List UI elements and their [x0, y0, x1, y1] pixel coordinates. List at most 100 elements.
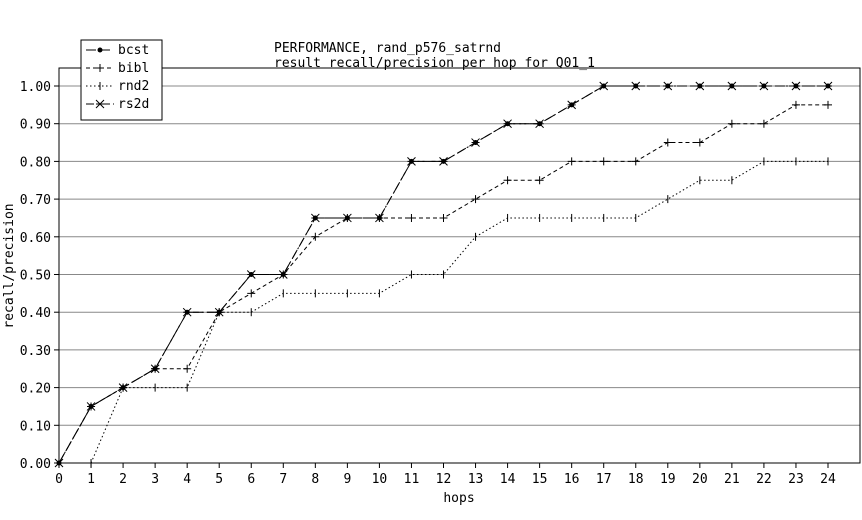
y-tick-label: 0.80 [20, 155, 51, 170]
data-point-bibl [503, 176, 512, 185]
data-point-rs2d [791, 81, 801, 91]
legend-item-bcst: bcst [86, 43, 149, 58]
x-axis-title: hops [443, 491, 474, 506]
x-tick-label: 18 [628, 472, 644, 487]
y-tick-label: 0.40 [20, 306, 51, 321]
x-tick-label: 23 [788, 472, 804, 487]
data-point-rs2d [54, 458, 64, 468]
legend-label: rs2d [118, 97, 149, 112]
x-axis-ticks: 0 1 2 3 4 5 6 7 8 9 10 11 12 13 14 15 16 17 18 19 20 21 22 23 24 [55, 463, 836, 487]
x-tick-label: 14 [500, 472, 516, 487]
data-point-rs2d [150, 364, 160, 374]
series-rs2d [54, 81, 833, 468]
data-point-rs2d [727, 81, 737, 91]
data-point-bibl [727, 119, 736, 128]
data-point-rs2d [375, 213, 384, 223]
legend-item-rs2d: rs2d [86, 97, 149, 112]
data-point-rs2d [535, 119, 544, 129]
data-point-rs2d [407, 157, 416, 166]
legend-label: bibl [118, 61, 149, 76]
x-tick-label: 11 [404, 472, 420, 487]
data-point-rs2d [439, 157, 448, 166]
data-point-rs2d [278, 270, 288, 279]
series-rnd2 [58, 157, 829, 467]
data-point-rs2d [310, 213, 320, 223]
data-point-bibl [407, 213, 416, 222]
legend-swatch-marker [96, 64, 104, 72]
series-line-bibl [58, 104, 828, 464]
data-point-bibl [599, 157, 608, 166]
y-tick-label: 0.20 [20, 382, 51, 397]
data-point-rs2d [214, 307, 224, 317]
data-point-rs2d [118, 383, 128, 392]
x-tick-label: 4 [183, 472, 191, 487]
x-tick-label: 0 [55, 472, 63, 487]
data-point-bibl [247, 289, 256, 298]
y-axis-ticks: 0.00 0.10 0.20 0.30 0.40 0.50 0.60 0.70 0.80 0.90… [20, 80, 59, 472]
y-tick-label: 0.90 [20, 118, 51, 133]
x-tick-label: 6 [247, 472, 255, 487]
x-tick-label: 22 [756, 472, 772, 487]
y-tick-label: 1.00 [20, 80, 51, 95]
x-tick-label: 12 [436, 472, 452, 487]
x-tick-label: 10 [372, 472, 388, 487]
legend: bcst bibl rnd2 rs2d [80, 39, 163, 121]
data-point-bibl [439, 213, 448, 222]
data-point-rs2d [759, 81, 769, 91]
legend-swatch-marker [95, 99, 105, 109]
data-point-rs2d [182, 307, 192, 317]
x-tick-label: 3 [151, 472, 159, 487]
x-tick-label: 15 [532, 472, 548, 487]
x-tick-label: 19 [660, 472, 676, 487]
data-point-rs2d [471, 138, 480, 147]
data-point-rs2d [695, 81, 705, 91]
x-tick-label: 8 [311, 472, 319, 487]
data-point-bibl [791, 100, 800, 109]
data-point-bibl [567, 157, 576, 166]
series-bibl [55, 100, 832, 467]
data-point-rs2d [663, 81, 673, 91]
data-point-bibl [183, 364, 192, 373]
legend-label: bcst [118, 43, 149, 58]
data-point-rs2d [631, 81, 641, 91]
y-axis-title: recall/precision [2, 203, 17, 328]
data-point-rs2d [246, 270, 256, 279]
data-point-bibl [759, 119, 768, 128]
legend-box [80, 39, 163, 121]
x-tick-label: 9 [343, 472, 351, 487]
legend-label: rnd2 [118, 79, 149, 94]
data-point-bibl [535, 176, 544, 185]
x-tick-label: 5 [215, 472, 223, 487]
x-tick-label: 16 [564, 472, 580, 487]
y-tick-label: 0.30 [20, 344, 51, 359]
data-point-bibl [631, 157, 640, 166]
x-tick-label: 17 [596, 472, 612, 487]
y-tick-label: 0.00 [20, 457, 51, 472]
data-point-rs2d [567, 100, 577, 110]
chart-title: PERFORMANCE, rand_p576_satrnd [274, 41, 501, 56]
y-tick-label: 0.10 [20, 419, 51, 434]
data-point-rs2d [343, 213, 352, 223]
data-point-bibl [663, 138, 672, 147]
legend-swatch-marker [97, 47, 103, 53]
x-tick-label: 20 [692, 472, 708, 487]
y-tick-label: 0.70 [20, 193, 51, 208]
data-point-rs2d [86, 402, 96, 411]
plot-frame [58, 67, 861, 464]
x-tick-label: 21 [724, 472, 740, 487]
y-tick-label: 0.50 [20, 269, 51, 284]
data-point-rs2d [503, 119, 512, 129]
series-lines [54, 81, 833, 468]
chart-subtitle: result recall/precision per hop for Q01_… [274, 56, 595, 71]
data-point-bibl [471, 195, 480, 204]
y-tick-label: 0.60 [20, 231, 51, 246]
data-point-bibl [824, 100, 832, 109]
x-tick-label: 1 [87, 472, 95, 487]
x-tick-label: 24 [820, 472, 836, 487]
data-point-bibl [311, 232, 320, 241]
data-point-rs2d [823, 81, 833, 91]
grid-lines [59, 85, 860, 426]
legend-item-rnd2: rnd2 [86, 79, 149, 94]
legend-item-bibl: bibl [86, 61, 149, 76]
